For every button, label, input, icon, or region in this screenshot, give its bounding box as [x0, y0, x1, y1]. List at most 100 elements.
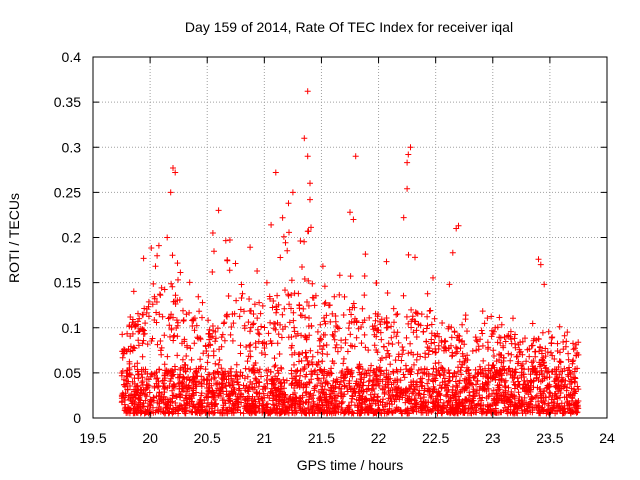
data-point — [399, 344, 406, 350]
data-point — [249, 366, 256, 373]
data-point — [352, 153, 359, 160]
data-point — [559, 378, 566, 385]
x-tick-label: 21.5 — [308, 430, 335, 446]
data-point — [252, 398, 259, 405]
data-point — [566, 364, 572, 371]
chart-title: Day 159 of 2014, Rate Of TEC Index for r… — [185, 19, 513, 35]
data-point — [161, 286, 168, 293]
data-point — [359, 319, 366, 326]
data-point — [378, 410, 385, 417]
data-point — [286, 301, 293, 308]
data-point — [373, 365, 380, 372]
data-point — [383, 354, 389, 361]
data-point — [240, 410, 247, 417]
data-point — [224, 257, 231, 264]
data-point — [569, 358, 576, 365]
data-point — [212, 338, 219, 345]
data-point — [215, 361, 222, 368]
data-point — [344, 366, 351, 373]
data-point — [419, 369, 426, 376]
data-point — [319, 263, 326, 270]
data-point — [126, 358, 133, 365]
data-point — [480, 357, 487, 364]
data-point — [246, 342, 253, 349]
data-point — [222, 382, 229, 389]
data-point — [515, 341, 522, 348]
data-point — [377, 376, 383, 383]
data-point — [561, 383, 568, 390]
data-point — [484, 315, 491, 322]
data-point — [217, 410, 224, 417]
data-point — [437, 392, 444, 399]
data-point — [233, 361, 240, 368]
data-point — [566, 400, 573, 407]
data-point — [502, 377, 509, 384]
data-point — [529, 404, 536, 411]
data-point — [247, 348, 254, 355]
data-point — [446, 408, 453, 415]
data-point — [472, 334, 479, 341]
data-point — [254, 268, 261, 274]
data-point — [267, 406, 274, 413]
data-point — [457, 345, 464, 352]
data-point — [191, 327, 198, 334]
data-point — [311, 302, 318, 309]
data-point — [329, 358, 336, 365]
data-point — [173, 317, 180, 324]
data-point — [305, 396, 312, 403]
data-point — [371, 391, 378, 398]
data-point — [275, 400, 282, 407]
data-point — [319, 358, 326, 365]
data-point — [514, 353, 521, 360]
data-point — [251, 301, 258, 308]
data-point — [494, 382, 501, 389]
data-point — [351, 402, 358, 409]
data-point — [546, 389, 553, 396]
data-point — [320, 375, 327, 382]
data-point — [180, 307, 186, 314]
data-point — [394, 376, 401, 383]
data-point — [513, 353, 520, 360]
data-point — [197, 365, 204, 372]
data-point — [423, 338, 430, 345]
data-point — [197, 410, 204, 417]
data-point — [565, 350, 572, 357]
data-point — [275, 331, 282, 338]
data-point — [205, 342, 212, 349]
data-point — [389, 341, 396, 348]
data-point — [277, 254, 284, 261]
data-point — [332, 383, 339, 390]
data-point — [119, 348, 126, 355]
data-point — [410, 329, 417, 336]
data-point — [184, 400, 191, 407]
data-point — [182, 368, 189, 375]
data-point — [540, 387, 547, 394]
data-point — [572, 345, 578, 352]
data-point — [425, 370, 432, 377]
data-point — [261, 340, 267, 347]
data-point — [145, 313, 152, 320]
data-point — [356, 369, 363, 376]
data-point — [527, 371, 534, 378]
data-point — [469, 398, 476, 405]
data-point — [119, 368, 126, 375]
data-point — [205, 330, 212, 337]
data-point — [261, 383, 267, 390]
data-point — [350, 300, 357, 307]
data-point — [273, 409, 280, 416]
data-point — [446, 377, 453, 384]
data-point — [145, 298, 152, 305]
data-point — [408, 381, 415, 388]
data-point — [475, 343, 482, 350]
data-point — [491, 408, 498, 415]
data-point — [124, 373, 131, 380]
data-point — [363, 370, 370, 377]
data-point — [534, 384, 541, 391]
data-point — [422, 354, 429, 361]
data-point — [409, 390, 416, 397]
data-point — [181, 336, 188, 343]
data-point — [365, 367, 372, 374]
data-point — [175, 380, 182, 387]
data-point — [319, 383, 326, 390]
data-point — [428, 393, 435, 400]
